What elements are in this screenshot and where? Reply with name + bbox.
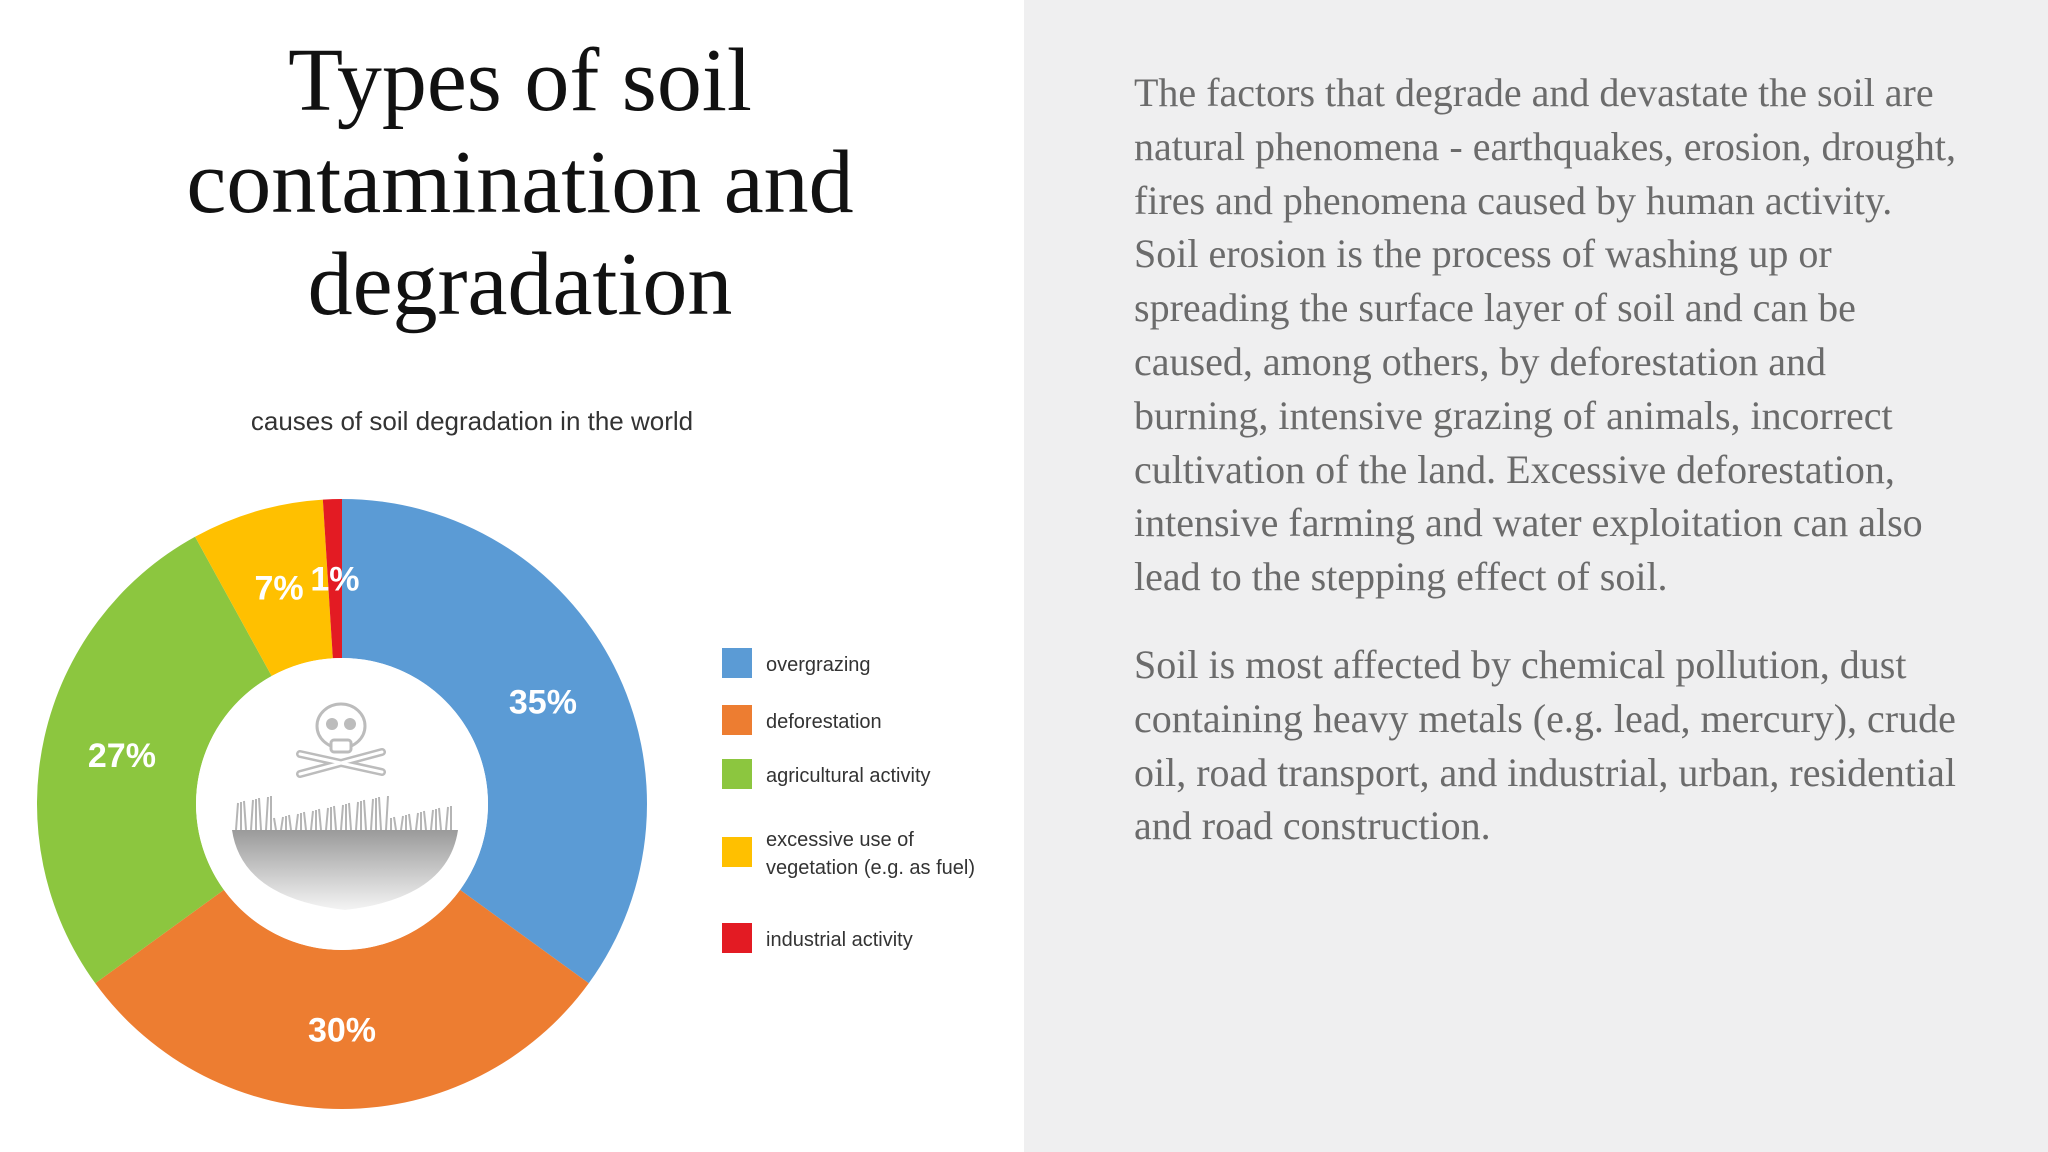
- slice-deforestation: [95, 889, 589, 1109]
- chart-legend: overgrazing deforestation agricultural act…: [722, 648, 975, 953]
- legend-label-excessive-use-of-vegetation-e-g-as-fuel-line-2: vegetation (e.g. as fuel): [766, 857, 975, 879]
- legend-label-agricultural-activity: agricultural activity: [766, 765, 931, 787]
- legend-label-industrial-activity: industrial activity: [766, 929, 913, 951]
- slide-title: Types of soil contamination and degradat…: [100, 30, 940, 336]
- legend-swatch-agricultural-activity: [722, 759, 752, 789]
- body-paragraph-1: The factors that degrade and devastate t…: [1134, 70, 1956, 600]
- legend-label-excessive-use-of-vegetation-e-g-as-fuel-line-1: excessive use of: [766, 829, 914, 851]
- legend-swatch-industrial-activity: [722, 923, 752, 953]
- donut-chart: causes of soil degradation in the world …: [36, 406, 975, 1109]
- body-paragraph-2: Soil is most affected by chemical pollut…: [1134, 641, 1957, 849]
- slide-title-line-2: contamination and: [186, 133, 854, 232]
- slice-labels: 35% 30% 27% 7% 1%: [88, 561, 577, 1050]
- legend-swatch-overgrazing: [722, 648, 752, 678]
- slice-agricultural-activity: [36, 536, 272, 984]
- slice-excessive-use-of-vegetation-e-g-as-fuel: [195, 499, 333, 677]
- legend-label-overgrazing: overgrazing: [766, 654, 871, 676]
- slide-title-line-3: degradation: [307, 235, 733, 334]
- right-panel: [1024, 0, 2048, 1152]
- body-text: The factors that degrade and devastate t…: [1134, 66, 1964, 887]
- legend-label-deforestation: deforestation: [766, 711, 882, 733]
- skull-crossbones-icon: [296, 702, 386, 778]
- slide-title-line-1: Types of soil: [288, 31, 752, 130]
- legend-swatch-deforestation: [722, 705, 752, 735]
- slice-label-excessive-use-of-vegetation-e-g-as-fuel: 7%: [255, 569, 304, 607]
- slice-label-deforestation: 30%: [308, 1012, 376, 1050]
- slice-overgrazing: [342, 499, 647, 984]
- slice-label-agricultural-activity: 27%: [88, 737, 156, 775]
- slice-industrial-activity: [322, 499, 342, 659]
- slice-label-industrial-activity: 1%: [310, 561, 359, 599]
- soil-mound-icon: [232, 795, 458, 910]
- legend-swatch-excessive-use-of-vegetation-e-g-as-fuel: [722, 837, 752, 867]
- chart-title: causes of soil degradation in the world: [251, 406, 693, 436]
- chart-slices: [36, 499, 647, 1109]
- slice-label-overgrazing: 35%: [509, 684, 577, 722]
